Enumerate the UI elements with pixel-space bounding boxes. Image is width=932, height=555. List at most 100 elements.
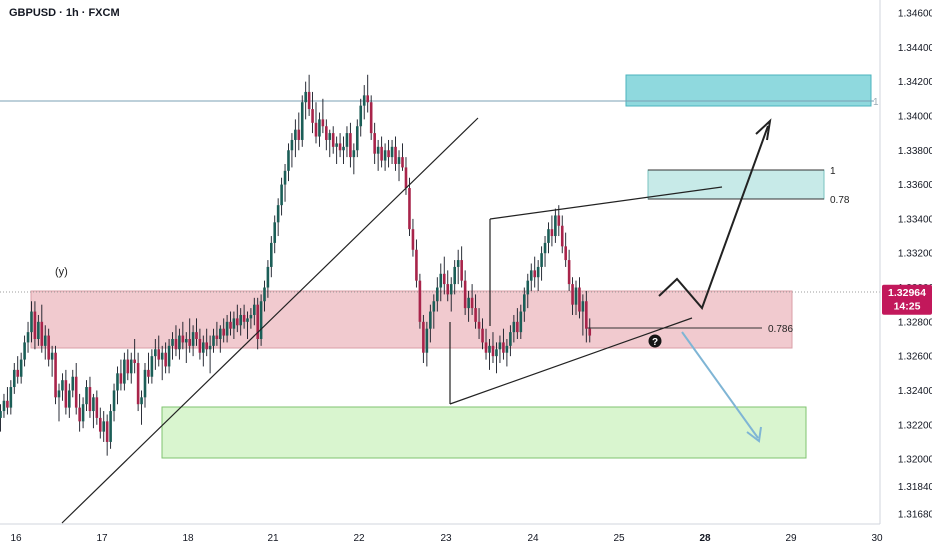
candle-126: [432, 294, 436, 329]
candle-78: [266, 260, 270, 298]
candle-106: [362, 85, 366, 120]
candle-36: [123, 352, 126, 391]
candle-124: [425, 321, 429, 367]
candle-44: [150, 349, 154, 384]
candle-92: [314, 102, 318, 144]
candle-148: [509, 325, 512, 357]
candle-2: [6, 387, 9, 415]
candle-125: [429, 304, 432, 343]
demand-zone-red: [30, 290, 793, 349]
candle-162: [557, 205, 561, 237]
candle-94: [321, 98, 325, 134]
last-price-countdown: 14:25: [894, 301, 921, 313]
candle-49: [167, 338, 171, 374]
candle-103: [352, 143, 356, 175]
candle-99: [338, 133, 342, 158]
candle-9: [30, 301, 33, 343]
candle-5: [16, 356, 20, 384]
candle-0: [0, 404, 2, 432]
candle-161: [554, 208, 557, 243]
candle-86: [294, 119, 297, 158]
candle-127: [436, 277, 439, 312]
candle-107: [366, 74, 369, 113]
candle-73: [249, 308, 253, 329]
chart-title: GBPUSD · 1h · FXCM: [6, 5, 123, 21]
candle-158: [543, 236, 547, 267]
candle-57: [195, 318, 198, 346]
y-label: (y): [55, 266, 68, 278]
candle-7: [23, 335, 26, 367]
candle-27: [92, 393, 95, 429]
x-tick-25: 25: [613, 533, 625, 544]
candle-160: [550, 215, 554, 247]
x-tick-24: 24: [527, 533, 539, 544]
candle-55: [188, 318, 191, 353]
candle-157: [540, 246, 543, 281]
candle-130: [446, 270, 450, 302]
target-zone-green: [161, 406, 807, 459]
candle-88: [300, 95, 304, 147]
x-tick-28: 28: [699, 533, 711, 544]
candle-8: [26, 321, 30, 353]
candle-51: [174, 325, 178, 357]
candle-93: [318, 112, 321, 147]
candle-169: [581, 294, 585, 336]
candle-166: [571, 277, 574, 315]
candle-140: [481, 318, 484, 350]
price-axis[interactable]: 1.34600 1.34400 1.34200 1.34000 1.33800 1.336…: [879, 0, 932, 524]
y-tick-2: 1.34200: [898, 77, 932, 88]
candle-113: [387, 139, 390, 168]
bearish-projection-path: [681, 331, 759, 439]
fib-1-label: 1: [830, 166, 836, 177]
candle-64: [219, 325, 222, 353]
candle-144: [495, 342, 498, 374]
y-tick-11: 1.32400: [898, 386, 932, 397]
candle-46: [157, 335, 161, 367]
candle-146: [502, 328, 505, 360]
candle-33: [112, 383, 116, 422]
candle-21: [71, 369, 75, 398]
candle-15: [50, 345, 54, 377]
candle-75: [256, 297, 259, 350]
x-tick-22: 22: [353, 533, 365, 544]
candle-170: [585, 290, 588, 343]
candle-139: [477, 308, 481, 339]
candle-110: [376, 139, 380, 171]
candle-56: [191, 325, 195, 357]
triangle-upper-line: [489, 186, 723, 220]
candle-12: [40, 304, 44, 353]
last-price-value: 1.32964: [888, 287, 926, 299]
candle-4: [12, 363, 16, 394]
candle-145: [498, 335, 502, 364]
bearish-arrow-head: [746, 426, 762, 443]
candle-83: [283, 163, 287, 202]
y-tick-13: 1.32000: [898, 455, 932, 466]
candle-58: [198, 328, 202, 360]
time-axis[interactable]: 16 17 18 21 22 23 24 25 28 29 30: [0, 523, 932, 550]
candle-159: [547, 222, 550, 254]
candle-151: [519, 304, 523, 339]
candle-117: [401, 143, 404, 171]
candle-111: [380, 136, 383, 168]
x-tick-labels: 16 17 18 21 22 23 24 25 28 29 30: [10, 533, 883, 544]
candle-52: [178, 328, 181, 360]
candle-76: [259, 294, 263, 346]
candle-122: [418, 273, 422, 329]
bullish-projection-path: [658, 125, 769, 310]
candle-59: [202, 335, 205, 367]
candle-24: [81, 397, 85, 429]
candle-32: [109, 404, 112, 449]
x-tick-30: 30: [871, 533, 883, 544]
candle-105: [359, 98, 363, 137]
candle-154: [529, 263, 533, 291]
y-tick-15: 1.31680: [898, 510, 932, 521]
candle-112: [383, 143, 387, 171]
candle-74: [253, 297, 256, 326]
candle-142: [488, 338, 491, 370]
candle-152: [523, 287, 526, 322]
candle-17: [57, 383, 61, 422]
candle-85: [290, 133, 294, 168]
candle-84: [287, 143, 290, 182]
